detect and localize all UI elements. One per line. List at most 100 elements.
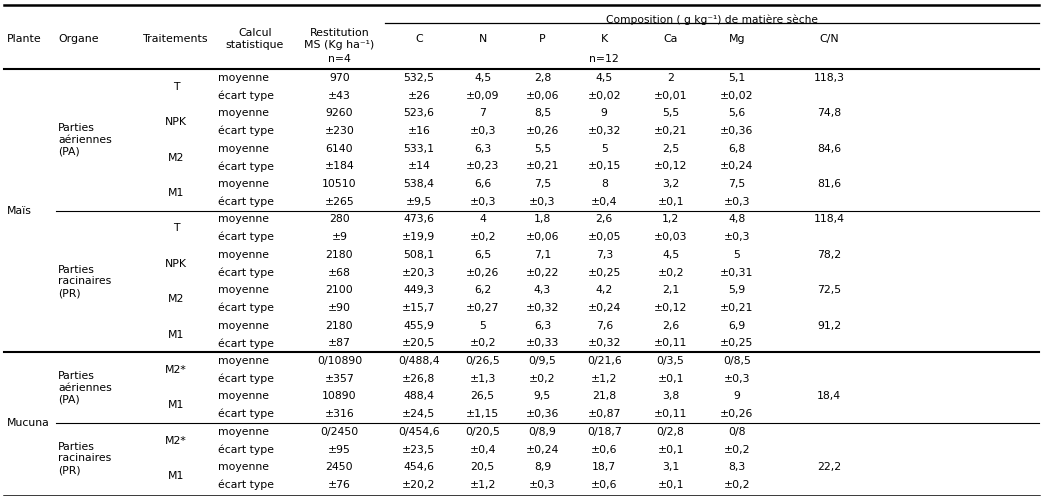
Text: 4: 4 xyxy=(479,214,487,225)
Text: ±20,3: ±20,3 xyxy=(402,267,435,278)
Text: Ca: Ca xyxy=(663,34,678,44)
Text: 2100: 2100 xyxy=(326,285,353,295)
Text: C/N: C/N xyxy=(820,34,839,44)
Text: ±0,1: ±0,1 xyxy=(658,480,684,490)
Text: 508,1: 508,1 xyxy=(403,250,434,260)
Text: 6,3: 6,3 xyxy=(474,144,492,154)
Text: 6,8: 6,8 xyxy=(729,144,745,154)
Text: Parties
racinaires
(PR): Parties racinaires (PR) xyxy=(58,265,112,298)
Text: Parties
aériennes
(PA): Parties aériennes (PA) xyxy=(58,123,112,156)
Text: 4,2: 4,2 xyxy=(596,285,613,295)
Text: ±0,2: ±0,2 xyxy=(529,374,555,384)
Text: 0/20,5: 0/20,5 xyxy=(466,427,500,437)
Text: 8,3: 8,3 xyxy=(729,462,745,472)
Text: 10510: 10510 xyxy=(323,179,357,189)
Text: ±0,1: ±0,1 xyxy=(658,374,684,384)
Text: 5,1: 5,1 xyxy=(729,73,745,83)
Text: 6,2: 6,2 xyxy=(474,285,492,295)
Text: 91,2: 91,2 xyxy=(817,320,841,331)
Text: ±0,23: ±0,23 xyxy=(466,161,499,171)
Text: ±0,15: ±0,15 xyxy=(588,161,621,171)
Text: ±0,3: ±0,3 xyxy=(723,232,751,242)
Text: ±24,5: ±24,5 xyxy=(402,409,435,419)
Text: ±23,5: ±23,5 xyxy=(402,444,435,454)
Text: ±76: ±76 xyxy=(328,480,351,490)
Text: ±16: ±16 xyxy=(407,126,430,136)
Text: moyenne: moyenne xyxy=(218,179,268,189)
Text: 7,3: 7,3 xyxy=(596,250,613,260)
Text: ±0,24: ±0,24 xyxy=(720,161,754,171)
Text: moyenne: moyenne xyxy=(218,144,268,154)
Text: 9: 9 xyxy=(601,108,608,118)
Text: 5,6: 5,6 xyxy=(729,108,745,118)
Text: ±0,09: ±0,09 xyxy=(466,91,499,101)
Text: 4,5: 4,5 xyxy=(596,73,613,83)
Text: écart type: écart type xyxy=(218,409,274,420)
Text: 6,3: 6,3 xyxy=(533,320,551,331)
Text: 20,5: 20,5 xyxy=(471,462,495,472)
Text: ±0,24: ±0,24 xyxy=(588,303,621,313)
Text: T: T xyxy=(172,82,180,92)
Text: 0/488,4: 0/488,4 xyxy=(398,356,440,366)
Text: 2,6: 2,6 xyxy=(596,214,613,225)
Text: moyenne: moyenne xyxy=(218,285,268,295)
Text: 9,5: 9,5 xyxy=(533,391,551,401)
Text: ±26,8: ±26,8 xyxy=(402,374,435,384)
Text: écart type: écart type xyxy=(218,303,274,313)
Text: écart type: écart type xyxy=(218,161,274,172)
Text: 6,6: 6,6 xyxy=(474,179,492,189)
Text: ±0,3: ±0,3 xyxy=(529,197,555,207)
Text: ±0,3: ±0,3 xyxy=(529,480,555,490)
Text: M2*: M2* xyxy=(165,365,187,375)
Text: ±0,3: ±0,3 xyxy=(723,374,751,384)
Text: ±0,4: ±0,4 xyxy=(591,197,618,207)
Text: écart type: écart type xyxy=(218,480,274,490)
Text: n=12: n=12 xyxy=(590,54,619,64)
Text: Mucuna: Mucuna xyxy=(6,418,49,428)
Text: écart type: écart type xyxy=(218,338,274,349)
Text: P: P xyxy=(539,34,546,44)
Text: 26,5: 26,5 xyxy=(471,391,495,401)
Text: 118,3: 118,3 xyxy=(813,73,845,83)
Text: ±0,3: ±0,3 xyxy=(470,197,496,207)
Text: 78,2: 78,2 xyxy=(817,250,841,260)
Text: M1: M1 xyxy=(168,188,184,198)
Text: moyenne: moyenne xyxy=(218,214,268,225)
Text: ±0,4: ±0,4 xyxy=(470,444,496,454)
Text: ±0,02: ±0,02 xyxy=(588,91,621,101)
Text: ±0,11: ±0,11 xyxy=(654,409,687,419)
Text: 0/21,6: 0/21,6 xyxy=(587,356,621,366)
Text: M1: M1 xyxy=(168,471,184,481)
Text: 7: 7 xyxy=(479,108,487,118)
Text: moyenne: moyenne xyxy=(218,391,268,401)
Text: écart type: écart type xyxy=(218,373,274,384)
Text: 74,8: 74,8 xyxy=(817,108,841,118)
Text: moyenne: moyenne xyxy=(218,320,268,331)
Text: ±0,1: ±0,1 xyxy=(658,444,684,454)
Text: moyenne: moyenne xyxy=(218,108,268,118)
Text: ±0,01: ±0,01 xyxy=(654,91,687,101)
Text: 1,8: 1,8 xyxy=(533,214,551,225)
Text: 0/8,5: 0/8,5 xyxy=(723,356,751,366)
Text: ±0,24: ±0,24 xyxy=(526,444,560,454)
Text: 2180: 2180 xyxy=(326,320,353,331)
Text: 22,2: 22,2 xyxy=(817,462,841,472)
Text: ±0,26: ±0,26 xyxy=(720,409,754,419)
Text: 72,5: 72,5 xyxy=(817,285,841,295)
Text: 532,5: 532,5 xyxy=(403,73,434,83)
Text: ±0,26: ±0,26 xyxy=(526,126,560,136)
Text: ±0,6: ±0,6 xyxy=(591,444,618,454)
Text: ±0,36: ±0,36 xyxy=(720,126,754,136)
Text: 488,4: 488,4 xyxy=(403,391,434,401)
Text: écart type: écart type xyxy=(218,90,274,101)
Text: 0/2,8: 0/2,8 xyxy=(657,427,685,437)
Text: 473,6: 473,6 xyxy=(403,214,434,225)
Text: 4,5: 4,5 xyxy=(662,250,680,260)
Text: 2,5: 2,5 xyxy=(662,144,680,154)
Text: K: K xyxy=(600,34,608,44)
Text: Parties
aériennes
(PA): Parties aériennes (PA) xyxy=(58,371,112,404)
Text: Plante: Plante xyxy=(6,34,41,44)
Text: écart type: écart type xyxy=(218,267,274,278)
Text: N: N xyxy=(478,34,487,44)
Text: 9: 9 xyxy=(734,391,740,401)
